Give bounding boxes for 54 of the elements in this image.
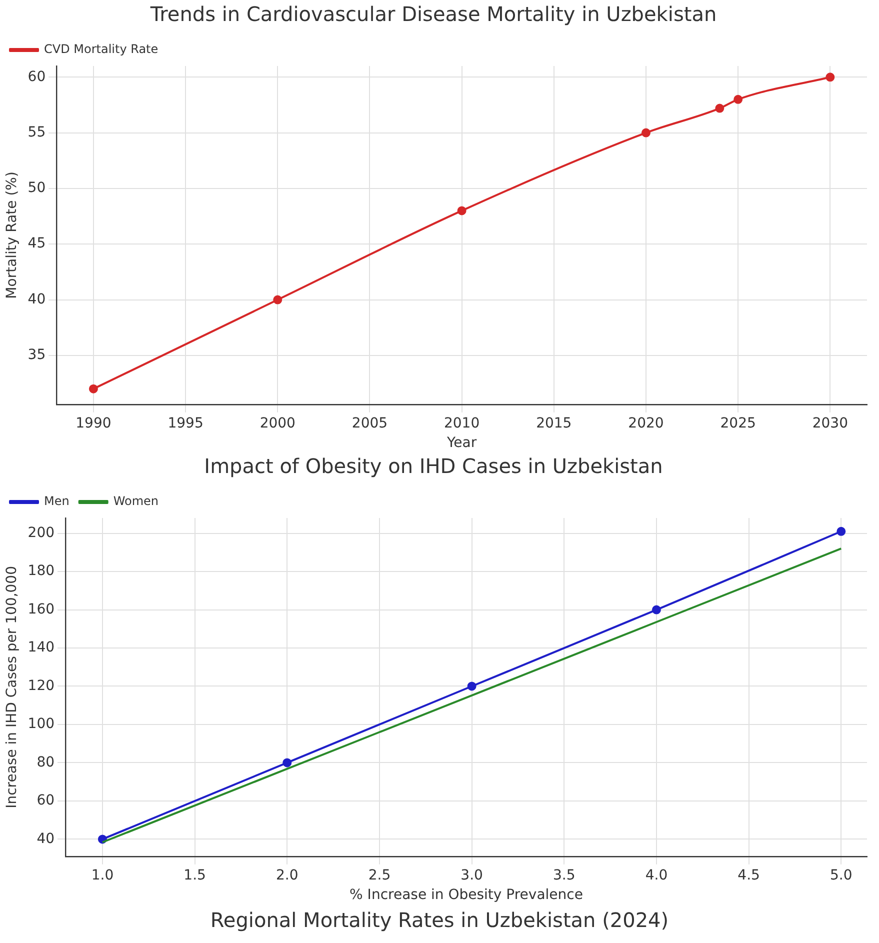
x-tick-label: 2.0 (276, 867, 298, 884)
x-tick-label: 5.0 (830, 867, 852, 884)
y-tick-label: 45 (28, 236, 46, 252)
point (734, 94, 743, 104)
y-tick-label: 80 (36, 754, 55, 770)
x-tick-label: 2025 (720, 415, 756, 432)
legend-label: Men (44, 494, 70, 508)
y-tick-label: 60 (36, 792, 55, 809)
x-tick-label: 1.5 (184, 867, 206, 884)
x-tick-label: 1990 (76, 415, 112, 432)
x-tick-label: 3.5 (553, 867, 576, 884)
x-axis-title: % Increase in Obesity Prevalence (350, 887, 583, 904)
y-tick-label: 160 (28, 601, 55, 618)
x-axis-title: Year (446, 435, 477, 452)
y-tick-label: 180 (28, 563, 55, 580)
x-tick-label: 1.0 (91, 867, 114, 884)
point (282, 758, 292, 768)
point (273, 295, 282, 304)
y-tick-label: 120 (28, 678, 55, 694)
chart-title: Impact of Obesity on IHD Cases in Uzbekistan (204, 454, 663, 478)
point (467, 682, 476, 691)
legend-label: CVD Mortality Rate (44, 42, 158, 56)
y-tick-label: 55 (28, 124, 46, 140)
x-tick-label: 2000 (260, 415, 296, 432)
point (457, 206, 466, 216)
y-tick-label: 40 (28, 291, 46, 308)
point (88, 384, 98, 394)
x-tick-label: 2030 (812, 415, 848, 432)
chart-title: Trends in Cardiovascular Disease Mortality in Uzbekistan (149, 2, 717, 26)
y-tick-label: 50 (28, 180, 46, 196)
point (836, 526, 846, 536)
x-tick-label: 2015 (536, 415, 572, 432)
x-tick-label: 2020 (628, 415, 664, 432)
point (826, 72, 835, 82)
x-tick-label: 4.0 (645, 867, 668, 884)
text: Regional Mortality Rates in Uzbekistan (2024) (209, 907, 670, 932)
x-tick-label: 1995 (168, 415, 204, 432)
x-tick-label: 2.5 (368, 867, 391, 884)
y-tick-label: 200 (28, 524, 55, 541)
x-tick-label: 2005 (352, 415, 388, 432)
x-tick-label: 2010 (444, 415, 480, 432)
y-tick-label: 35 (28, 347, 46, 364)
point (652, 605, 661, 614)
point (641, 128, 650, 138)
point (715, 104, 724, 113)
y-tick-label: 60 (28, 68, 46, 85)
x-tick-label: 3.0 (460, 867, 483, 884)
y-axis-title: Increase in IHD Cases per 100,000 (4, 566, 20, 808)
y-axis-title: Mortality Rate (%) (4, 172, 20, 299)
y-tick-label: 100 (28, 716, 55, 732)
y-tick-label: 140 (28, 640, 55, 656)
y-tick-label: 40 (36, 830, 55, 847)
x-tick-label: 4.5 (738, 867, 760, 884)
legend-label: Women (113, 494, 159, 508)
